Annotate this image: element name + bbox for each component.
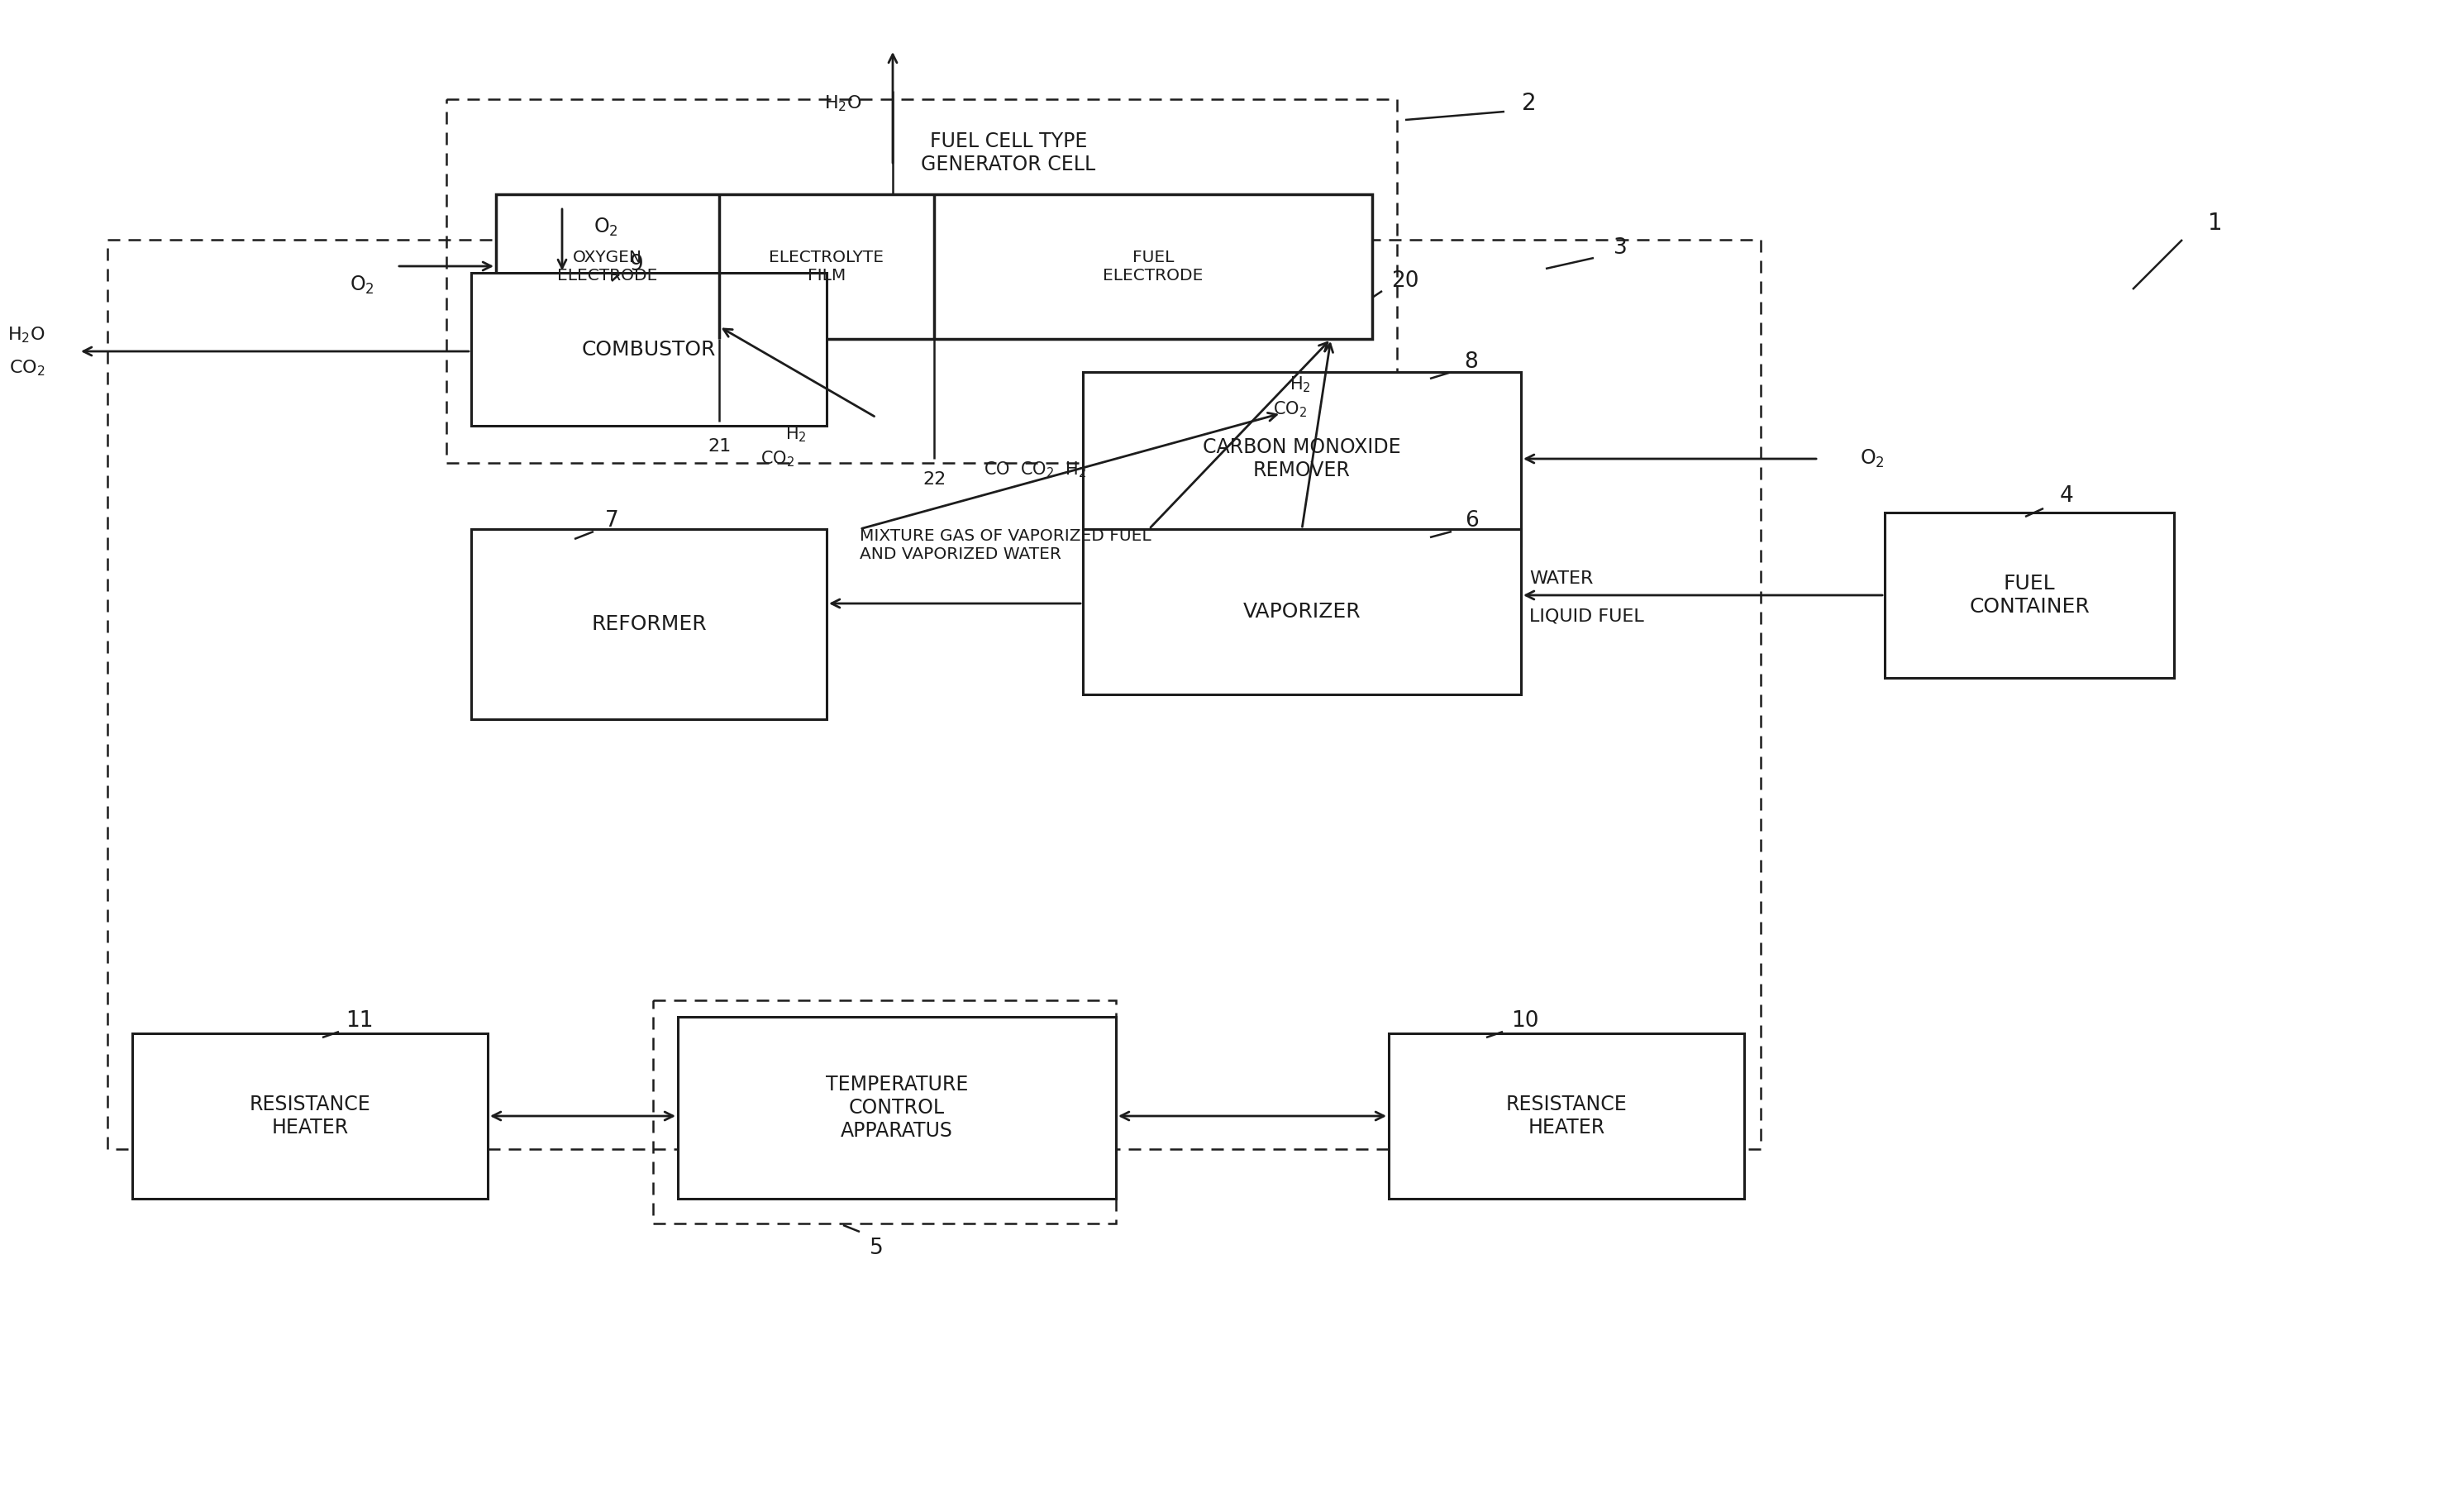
Text: 1: 1	[2209, 212, 2224, 234]
Text: O$_2$: O$_2$	[1860, 448, 1884, 470]
Text: 7: 7	[605, 510, 618, 532]
Text: 8: 8	[1465, 351, 1479, 373]
Text: 10: 10	[1511, 1010, 1538, 1031]
Bar	[132, 1033, 488, 1199]
Text: ELECTROLYTE
FILM: ELECTROLYTE FILM	[769, 249, 884, 284]
Bar	[1389, 1033, 1745, 1199]
Text: CO$_2$: CO$_2$	[762, 449, 793, 469]
Text: O$_2$: O$_2$	[349, 274, 373, 296]
Bar	[1084, 529, 1521, 694]
Text: H$_2$: H$_2$	[1289, 375, 1311, 395]
Text: CO  CO$_2$  H$_2$: CO CO$_2$ H$_2$	[984, 460, 1086, 479]
Text: 4: 4	[2060, 485, 2072, 507]
Text: 5: 5	[869, 1237, 884, 1259]
Bar	[1884, 513, 2175, 677]
Text: WATER: WATER	[1528, 570, 1594, 587]
Bar	[471, 272, 827, 426]
Text: FUEL
ELECTRODE: FUEL ELECTRODE	[1103, 249, 1203, 284]
Bar	[654, 1001, 1116, 1223]
Bar	[496, 194, 1372, 339]
Bar	[107, 240, 1760, 1149]
Text: H$_2$O: H$_2$O	[7, 325, 46, 345]
Bar	[471, 529, 827, 720]
Text: 9: 9	[630, 254, 644, 275]
Bar	[1084, 372, 1521, 546]
Text: 2: 2	[1521, 92, 1535, 115]
Text: H$_2$O: H$_2$O	[825, 94, 862, 113]
Text: FUEL CELL TYPE
GENERATOR CELL: FUEL CELL TYPE GENERATOR CELL	[920, 132, 1096, 174]
Text: 6: 6	[1465, 510, 1479, 532]
Text: 20: 20	[1391, 271, 1418, 292]
Text: CO$_2$: CO$_2$	[10, 358, 46, 378]
Text: LIQUID FUEL: LIQUID FUEL	[1528, 608, 1643, 624]
Text: CO$_2$: CO$_2$	[1274, 399, 1306, 419]
Text: O$_2$: O$_2$	[593, 216, 618, 239]
Text: CARBON MONOXIDE
REMOVER: CARBON MONOXIDE REMOVER	[1203, 437, 1401, 481]
Text: OXYGEN
ELECTRODE: OXYGEN ELECTRODE	[557, 249, 657, 284]
Text: 21: 21	[708, 438, 730, 455]
Text: REFORMER: REFORMER	[591, 614, 705, 634]
Text: 3: 3	[1614, 237, 1628, 259]
Text: 22: 22	[923, 472, 945, 488]
Bar	[447, 100, 1396, 463]
Text: RESISTANCE
HEATER: RESISTANCE HEATER	[1506, 1095, 1628, 1137]
Text: COMBUSTOR: COMBUSTOR	[581, 339, 715, 360]
Bar	[679, 1016, 1116, 1199]
Text: VAPORIZER: VAPORIZER	[1242, 602, 1362, 621]
Text: FUEL
CONTAINER: FUEL CONTAINER	[1970, 573, 2089, 617]
Text: H$_2$: H$_2$	[786, 425, 806, 443]
Text: TEMPERATURE
CONTROL
APPARATUS: TEMPERATURE CONTROL APPARATUS	[825, 1075, 969, 1140]
Text: MIXTURE GAS OF VAPORIZED FUEL
AND VAPORIZED WATER: MIXTURE GAS OF VAPORIZED FUEL AND VAPORI…	[859, 528, 1152, 562]
Text: RESISTANCE
HEATER: RESISTANCE HEATER	[249, 1095, 371, 1137]
Text: 11: 11	[347, 1010, 373, 1031]
